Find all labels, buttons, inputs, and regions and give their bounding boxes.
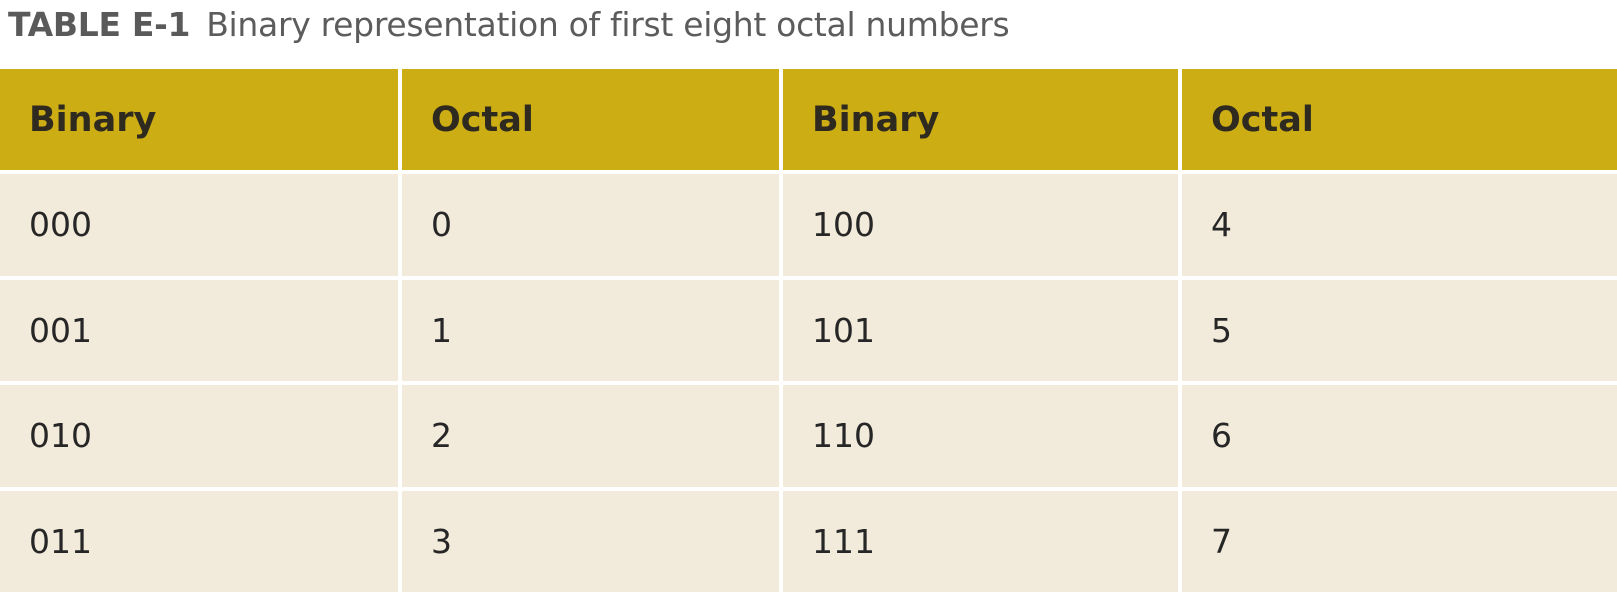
cell-octal: 4 bbox=[1178, 170, 1617, 280]
table-caption: TABLE E-1 Binary representation of first … bbox=[8, 0, 1010, 56]
table-body: 000 0 100 4 001 1 101 5 010 2 110 6 011 … bbox=[0, 170, 1617, 592]
header-binary-1: Binary bbox=[0, 69, 402, 174]
cell-binary: 101 bbox=[779, 275, 1182, 386]
table-row: 010 2 110 6 bbox=[0, 381, 1617, 491]
header-binary-2: Binary bbox=[779, 69, 1182, 174]
cell-octal: 7 bbox=[1178, 486, 1617, 592]
table-row: 001 1 101 5 bbox=[0, 275, 1617, 386]
header-octal-2: Octal bbox=[1178, 69, 1617, 174]
cell-binary: 100 bbox=[779, 170, 1182, 280]
cell-octal: 3 bbox=[398, 486, 783, 592]
table-row: 011 3 111 7 bbox=[0, 486, 1617, 592]
header-row: Binary Octal Binary Octal bbox=[0, 69, 1617, 174]
cell-binary: 011 bbox=[0, 486, 402, 592]
table-title: Binary representation of first eight oct… bbox=[206, 5, 1010, 44]
cell-octal: 6 bbox=[1178, 381, 1617, 491]
cell-octal: 0 bbox=[398, 170, 783, 280]
header-octal-1: Octal bbox=[398, 69, 783, 174]
table-row: 000 0 100 4 bbox=[0, 170, 1617, 280]
cell-octal: 5 bbox=[1178, 275, 1617, 386]
cell-binary: 010 bbox=[0, 381, 402, 491]
cell-binary: 000 bbox=[0, 170, 402, 280]
table-number: TABLE E-1 bbox=[8, 5, 191, 44]
cell-octal: 1 bbox=[398, 275, 783, 386]
cell-binary: 110 bbox=[779, 381, 1182, 491]
table-header: Binary Octal Binary Octal bbox=[0, 69, 1617, 174]
cell-binary: 111 bbox=[779, 486, 1182, 592]
cell-binary: 001 bbox=[0, 275, 402, 386]
cell-octal: 2 bbox=[398, 381, 783, 491]
binary-octal-table: Binary Octal Binary Octal 000 0 100 4 00… bbox=[0, 69, 1617, 592]
